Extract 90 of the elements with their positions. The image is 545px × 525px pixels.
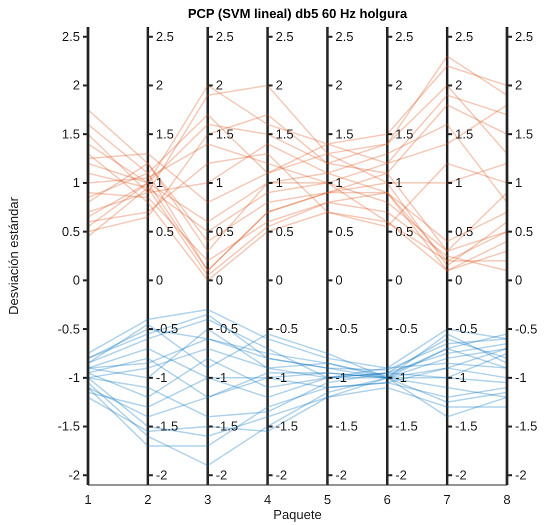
annotation: 2: [335, 78, 343, 93]
annotation: 0.5: [395, 224, 414, 239]
annotation: -1: [156, 370, 168, 385]
annotation: 1: [216, 175, 223, 190]
x-axis-title: Paquete: [273, 507, 322, 522]
annotation: 2.5: [156, 28, 174, 44]
annotation: -2: [335, 467, 347, 482]
annotation: 0: [455, 272, 462, 288]
y-tick-label: 0.5: [62, 224, 80, 239]
annotation: 0.5: [335, 224, 354, 239]
x-tick-label: 7: [444, 492, 451, 508]
y-tick-label: 1: [72, 175, 80, 190]
y2-tick-label: 2: [515, 78, 522, 93]
annotation: 2: [276, 78, 283, 93]
x-tick-label: 5: [324, 492, 332, 508]
annotation: -1: [276, 370, 288, 385]
annotation: -0.5: [335, 321, 358, 336]
annotation: 1.5: [455, 126, 474, 142]
x-tick-label: 6: [384, 492, 391, 508]
y-tick-label: -1.5: [58, 418, 80, 434]
y-tick-label: 2.5: [62, 28, 80, 44]
annotation: -2: [216, 467, 228, 482]
x-tick-label: 1: [84, 492, 92, 508]
annotation: 1: [455, 175, 462, 190]
annotation: -1.5: [455, 418, 478, 434]
y-tick-label: -2: [68, 467, 80, 482]
annotation: -1.5: [395, 418, 418, 434]
y-axis-title: Desviación estándar: [6, 196, 21, 315]
annotation: 1.5: [335, 126, 354, 142]
annotation: 1.5: [395, 126, 414, 142]
annotation: 2: [455, 78, 462, 93]
annotation: 0: [395, 272, 403, 288]
annotation: 1.5: [156, 126, 174, 142]
annotation: 1: [335, 175, 343, 190]
annotation: 1: [395, 175, 403, 190]
annotation: 2: [216, 78, 223, 93]
x-tick-label: 4: [264, 492, 272, 508]
annotation: 0.5: [216, 224, 234, 239]
annotation: -1.5: [335, 418, 358, 434]
annotation: 0.5: [156, 224, 174, 239]
annotation: 2.5: [335, 28, 354, 44]
annotation: 1.5: [276, 126, 294, 142]
annotation: -0.5: [455, 321, 478, 336]
annotation: -1: [335, 370, 347, 385]
annotation: -1.5: [216, 418, 238, 434]
annotation: 1: [276, 175, 283, 190]
y2-tick-label: 1: [515, 175, 522, 190]
chart-title: PCP (SVM lineal) db5 60 Hz holgura: [188, 6, 408, 21]
annotation: -1: [395, 370, 407, 385]
annotation: 1: [156, 175, 164, 190]
y-tick-label: 0: [72, 272, 80, 288]
annotation: -0.5: [395, 321, 418, 336]
x-tick-label: 8: [503, 492, 511, 508]
annotation: -2: [455, 467, 467, 482]
y-tick-label: 1.5: [62, 126, 80, 142]
x-tick-label: 2: [144, 492, 152, 508]
annotation: -2: [156, 467, 168, 482]
y2-tick-label: -0.5: [515, 321, 538, 336]
annotation: 2.5: [395, 28, 414, 44]
y2-tick-label: -1.5: [515, 418, 538, 434]
annotation: 2.5: [276, 28, 294, 44]
annotation: 2.5: [216, 28, 234, 44]
annotation: -2: [395, 467, 407, 482]
annotation: 0: [216, 272, 223, 288]
annotation: -1: [216, 370, 228, 385]
annotation: -0.5: [276, 321, 298, 336]
y2-tick-label: -2: [515, 467, 527, 482]
annotation: 0: [156, 272, 164, 288]
annotation: 0: [335, 272, 343, 288]
y-tick-label: -1: [68, 370, 80, 385]
x-tick-label: 3: [204, 492, 212, 508]
y2-tick-label: 0.5: [515, 224, 534, 239]
annotation: 2: [395, 78, 403, 93]
y2-tick-label: 1.5: [515, 126, 534, 142]
y-tick-label: -0.5: [58, 321, 80, 336]
annotation: 0: [276, 272, 283, 288]
annotation: 2: [156, 78, 164, 93]
y2-tick-label: -1: [515, 370, 527, 385]
annotation: 0.5: [455, 224, 474, 239]
annotation: -1.5: [276, 418, 298, 434]
annotation: -0.5: [156, 321, 178, 336]
annotation: 2.5: [455, 28, 474, 44]
y2-tick-label: 0: [515, 272, 522, 288]
annotation: -2: [276, 467, 288, 482]
y-tick-label: 2: [72, 78, 80, 93]
annotation: 1.5: [216, 126, 234, 142]
y2-tick-label: 2.5: [515, 28, 534, 44]
annotation: -1.5: [156, 418, 178, 434]
annotation: 0.5: [276, 224, 294, 239]
annotation: -1: [455, 370, 467, 385]
